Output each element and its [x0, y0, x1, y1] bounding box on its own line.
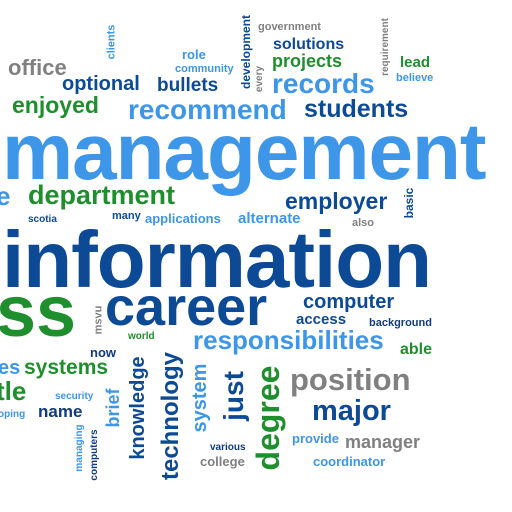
word-believe: believe	[396, 72, 434, 84]
word-degree: degree	[250, 365, 286, 471]
word-es-fragment: es	[0, 357, 21, 379]
word-position: position	[290, 362, 411, 397]
word-manager: manager	[345, 432, 421, 452]
word-major: major	[312, 395, 391, 427]
word-role: role	[182, 47, 206, 62]
word-solutions: solutions	[273, 36, 345, 53]
word-managing: managing	[74, 424, 85, 472]
word-scotia: scotia	[28, 214, 57, 225]
word-clients: clients	[105, 24, 118, 60]
word-coordinator: coordinator	[313, 454, 386, 469]
word-ss-fragment: ss	[0, 272, 77, 352]
word-computers: computers	[89, 429, 100, 481]
word-bullets: bullets	[157, 75, 219, 96]
word-optional: optional	[62, 73, 140, 95]
word-world: world	[128, 331, 155, 342]
word-oping-fragment: oping	[0, 409, 26, 420]
word-department: department	[28, 180, 176, 210]
word-basic: basic	[402, 187, 416, 219]
word-requirement: requirement	[380, 18, 391, 76]
word-government: government	[258, 21, 321, 33]
word-technology: technology	[157, 351, 184, 481]
word-college: college	[200, 454, 245, 469]
word-able: able	[400, 341, 433, 358]
word-msvu: msvu	[92, 305, 105, 335]
word-provide: provide	[292, 431, 339, 446]
word-access: access	[296, 311, 347, 328]
word-computer: computer	[303, 291, 395, 313]
word-systems: systems	[24, 356, 109, 379]
word-applications: applications	[145, 211, 221, 226]
word-brief: brief	[103, 388, 123, 428]
word-lead: lead	[400, 54, 431, 71]
word-career: career	[105, 277, 268, 337]
word-also: also	[352, 217, 375, 229]
word-every: every	[254, 65, 265, 93]
word-projects: projects	[272, 51, 343, 71]
word-various: various	[210, 442, 246, 453]
word-responsibilities: responsibilities	[193, 325, 384, 355]
word-enjoyed: enjoyed	[12, 92, 99, 118]
word-knowledge: knowledge	[127, 356, 149, 460]
word-records: records	[272, 68, 375, 99]
word-now: now	[90, 345, 116, 360]
word-system: system	[189, 363, 211, 433]
word-name: name	[38, 402, 83, 421]
word-alternate: alternate	[238, 210, 301, 227]
word-e-fragment: e	[0, 181, 11, 211]
word-security: security	[55, 391, 94, 402]
word-just: just	[218, 371, 249, 421]
word-community: community	[175, 63, 234, 75]
word-information: information	[2, 215, 432, 304]
word-recommend: recommend	[128, 94, 287, 125]
word-management: management	[2, 107, 486, 196]
word-office: office	[8, 55, 67, 80]
word-tle-fragment: tle	[0, 376, 27, 406]
word-background: background	[369, 317, 432, 329]
word-employer: employer	[285, 188, 388, 214]
word-students: students	[304, 95, 409, 123]
word-many: many	[112, 210, 141, 222]
word-development: development	[239, 14, 253, 90]
